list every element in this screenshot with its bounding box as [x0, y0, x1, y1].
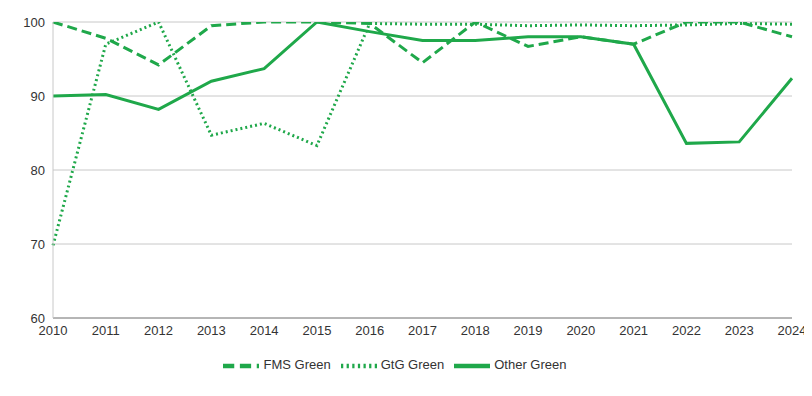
svg-text:2020: 2020 — [566, 323, 595, 338]
svg-text:2021: 2021 — [619, 323, 648, 338]
svg-text:2012: 2012 — [144, 323, 173, 338]
svg-text:100: 100 — [23, 15, 45, 30]
html-text:GtG Green: GtG Green — [380, 357, 445, 373]
svg-text:2014: 2014 — [250, 323, 279, 338]
svg-text:80: 80 — [31, 163, 45, 178]
svg-text:2013: 2013 — [197, 323, 226, 338]
svg-text:60: 60 — [31, 311, 45, 326]
html-text:FMS Green: FMS Green — [263, 357, 331, 373]
svg-text:2015: 2015 — [302, 323, 331, 338]
svg-text:70: 70 — [31, 237, 45, 252]
svg-text:90: 90 — [31, 89, 45, 104]
svg-text:2024: 2024 — [778, 323, 804, 338]
svg-text:2018: 2018 — [461, 323, 490, 338]
svg-text:2016: 2016 — [355, 323, 384, 338]
svg-text:2022: 2022 — [672, 323, 701, 338]
svg-text:2019: 2019 — [514, 323, 543, 338]
svg-text:2023: 2023 — [725, 323, 754, 338]
svg-text:2017: 2017 — [408, 323, 437, 338]
svg-text:2011: 2011 — [92, 323, 120, 338]
html-text:Other Green: Other Green — [494, 357, 567, 373]
svg-text:2010: 2010 — [38, 323, 68, 339]
